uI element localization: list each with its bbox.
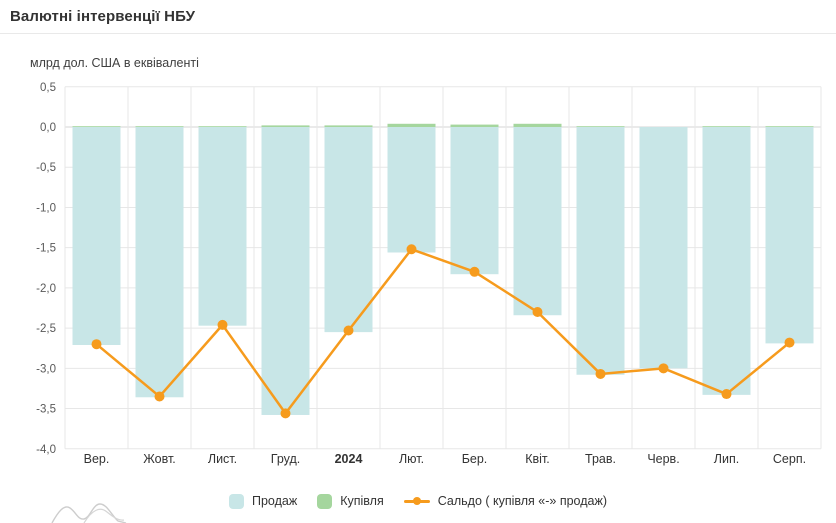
sale-swatch-icon [228, 493, 244, 509]
svg-text:-1,5: -1,5 [36, 243, 56, 255]
svg-text:Трав.: Трав. [585, 452, 616, 466]
svg-text:-4,0: -4,0 [36, 444, 56, 456]
legend-label-saldo: Сальдо ( купівля «-» продаж) [437, 494, 607, 508]
svg-text:-0,5: -0,5 [36, 162, 56, 174]
svg-text:Жовт.: Жовт. [143, 452, 176, 466]
panel-header: Валютні інтервенції НБУ [0, 0, 836, 34]
interventions-chart: 0,5 0,0 -0,5 -1,0 -1,5 -2,0 -2,5 -3,0 -3,5 -4,0 Ве… [0, 80, 836, 490]
x-axis-labels: Вер. Жовт. Лист. Груд. 2024 Лют. Бер. Квіт. Трав… [84, 452, 806, 466]
svg-text:0,5: 0,5 [40, 82, 56, 94]
svg-text:-3,5: -3,5 [36, 404, 56, 416]
chart-legend: Продаж Купівля Сальдо ( купівля «-» прод… [0, 487, 836, 515]
sale-bars [72, 127, 814, 415]
saldo-line [95, 248, 791, 415]
svg-text:Лист.: Лист. [208, 452, 237, 466]
svg-text:-2,5: -2,5 [36, 323, 56, 335]
y-axis-title: млрд дол. США в еквіваленті [30, 56, 199, 70]
legend-label-prodazh: Продаж [251, 494, 298, 508]
panel-title: Валютні інтервенції НБУ [10, 8, 196, 25]
svg-text:2024: 2024 [335, 452, 363, 466]
svg-text:-1,0: -1,0 [36, 202, 56, 214]
svg-text:Груд.: Груд. [271, 452, 300, 466]
svg-text:Вер.: Вер. [84, 452, 110, 466]
legend-label-kupivlya: Купівля [340, 494, 384, 508]
svg-text:Лип.: Лип. [714, 452, 739, 466]
gridlines [64, 86, 822, 450]
svg-text:Черв.: Черв. [647, 452, 679, 466]
svg-text:0,0: 0,0 [40, 122, 56, 134]
svg-text:Квіт.: Квіт. [525, 452, 550, 466]
svg-text:-3,0: -3,0 [36, 363, 56, 375]
chart-canvas: 0,5 0,0 -0,5 -1,0 -1,5 -2,0 -2,5 -3,0 -3,5 -4,0 Ве… [36, 82, 822, 466]
saldo-marker-icon [403, 494, 430, 509]
legend-item-prodazh[interactable]: Продаж [228, 493, 298, 509]
buy-bars [72, 123, 814, 127]
legend-item-kupivlya[interactable]: Купівля [317, 493, 384, 509]
svg-text:-2,0: -2,0 [36, 283, 56, 295]
saldo-points [91, 244, 795, 419]
svg-text:Лют.: Лют. [399, 452, 424, 466]
svg-text:Бер.: Бер. [462, 452, 488, 466]
y-axis-labels: 0,5 0,0 -0,5 -1,0 -1,5 -2,0 -2,5 -3,0 -3,5 -4,0 [36, 82, 56, 456]
decorative-wave-graphic [51, 503, 127, 523]
buy-swatch-icon [317, 493, 333, 509]
legend-item-saldo[interactable]: Сальдо ( купівля «-» продаж) [403, 494, 607, 509]
svg-text:Серп.: Серп. [773, 452, 806, 466]
